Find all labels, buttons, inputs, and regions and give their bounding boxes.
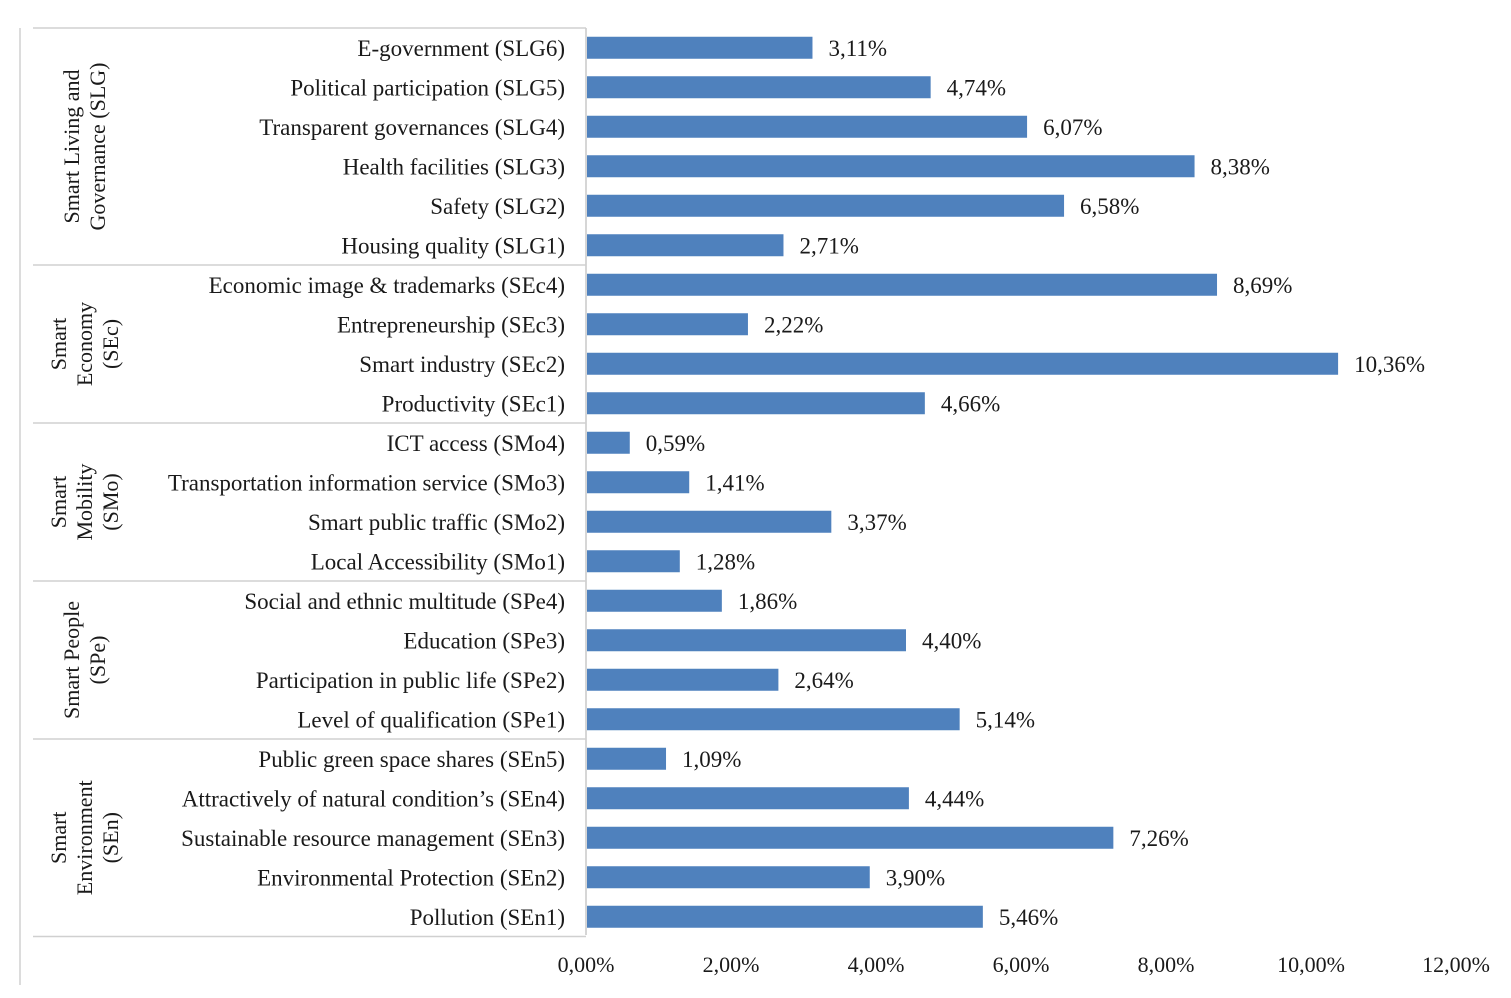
bars [587,36,1339,928]
bar [587,392,925,415]
category-label: ICT access (SMo4) [387,431,565,456]
group-label: Economy [72,302,97,386]
bar [587,589,722,612]
bar [587,866,870,889]
bar [587,115,1028,138]
bar [587,234,784,257]
category-label: Pollution (SEn1) [410,905,565,930]
bar [587,629,906,652]
data-label: 8,69% [1233,273,1292,298]
group-label: (SMo) [98,473,123,530]
group-label: Smart Living and [59,70,84,224]
category-label: Housing quality (SLG1) [341,233,565,258]
category-label: Level of qualification (SPe1) [297,707,565,732]
x-tick-label: 0,00% [558,952,615,977]
data-label: 4,66% [941,391,1000,416]
category-label: Environmental Protection (SEn2) [257,865,565,890]
x-tick-label: 10,00% [1277,952,1345,977]
data-label: 1,86% [738,589,797,614]
x-axis-ticks: 0,00% 2,00% 4,00% 6,00% 8,00% 10,00% 12,00% [558,952,1490,977]
category-label: Political participation (SLG5) [290,75,565,100]
group-label: (SEc) [98,319,123,369]
bar [587,550,680,573]
bar [587,352,1339,375]
data-label: 7,26% [1129,826,1188,851]
data-label: 0,59% [646,431,705,456]
data-label: 5,14% [976,707,1035,732]
bar [587,905,983,928]
group-label: (SEn) [98,812,123,863]
data-label: 6,58% [1080,194,1139,219]
group-label: (SPe) [85,636,110,685]
category-label: Productivity (SEc1) [382,391,565,416]
bar [587,747,667,770]
group-label: Smart [46,476,71,529]
category-label: Smart industry (SEc2) [359,352,565,377]
data-label: 2,71% [799,233,858,258]
data-label: 1,41% [705,470,764,495]
group-label: Environment [72,780,97,895]
category-label: Transportation information service (SMo3… [168,470,565,495]
category-label: Social and ethnic multitude (SPe4) [244,589,565,614]
x-tick-label: 12,00% [1422,952,1490,977]
bar [587,431,630,454]
group-label: Smart [46,318,71,371]
group-separators [33,27,586,938]
data-label: 2,64% [794,668,853,693]
bar [587,668,779,691]
data-label: 5,46% [999,905,1058,930]
data-label: 2,22% [764,312,823,337]
group-label: Smart [46,811,71,864]
data-label: 3,37% [847,510,906,535]
data-label: 6,07% [1043,115,1102,140]
category-label: Health facilities (SLG3) [343,154,565,179]
bar [587,76,931,99]
data-label: 3,90% [886,865,945,890]
category-label: Education (SPe3) [403,628,565,653]
bar [587,826,1114,849]
category-label: Attractively of natural condition’s (SEn… [182,786,565,811]
group-label: Governance (SLG) [85,63,110,231]
bar [587,155,1195,178]
x-tick-label: 6,00% [993,952,1050,977]
category-label: E-government (SLG6) [357,36,565,61]
x-tick-label: 8,00% [1138,952,1195,977]
data-label: 8,38% [1211,154,1270,179]
data-label: 1,09% [682,747,741,772]
bar [587,36,813,59]
bar [587,787,909,810]
bar [587,708,960,731]
data-label: 1,28% [696,549,755,574]
labels: E-government (SLG6) 3,11% Political partic… [46,36,1425,930]
bar [587,194,1065,217]
category-label: Transparent governances (SLG4) [259,115,565,140]
category-label: Public green space shares (SEn5) [258,747,565,772]
category-label: Smart public traffic (SMo2) [308,510,565,535]
category-label: Sustainable resource management (SEn3) [181,826,565,851]
bar [587,510,832,533]
x-tick-label: 2,00% [703,952,760,977]
data-label: 3,11% [828,36,887,61]
data-label: 4,44% [925,786,984,811]
category-label: Safety (SLG2) [430,194,565,219]
x-tick-label: 4,00% [848,952,905,977]
data-label: 4,74% [947,75,1006,100]
category-label: Local Accessibility (SMo1) [311,549,565,574]
data-label: 10,36% [1354,352,1425,377]
data-label: 4,40% [922,628,981,653]
bar [587,273,1218,296]
category-label: Entrepreneurship (SEc3) [337,312,565,337]
category-label: Participation in public life (SPe2) [256,668,565,693]
group-label: Mobility [72,463,97,540]
group-label: Smart People [59,601,84,719]
category-label: Economic image & trademarks (SEc4) [209,273,565,298]
bar [587,313,748,336]
bar [587,471,690,494]
